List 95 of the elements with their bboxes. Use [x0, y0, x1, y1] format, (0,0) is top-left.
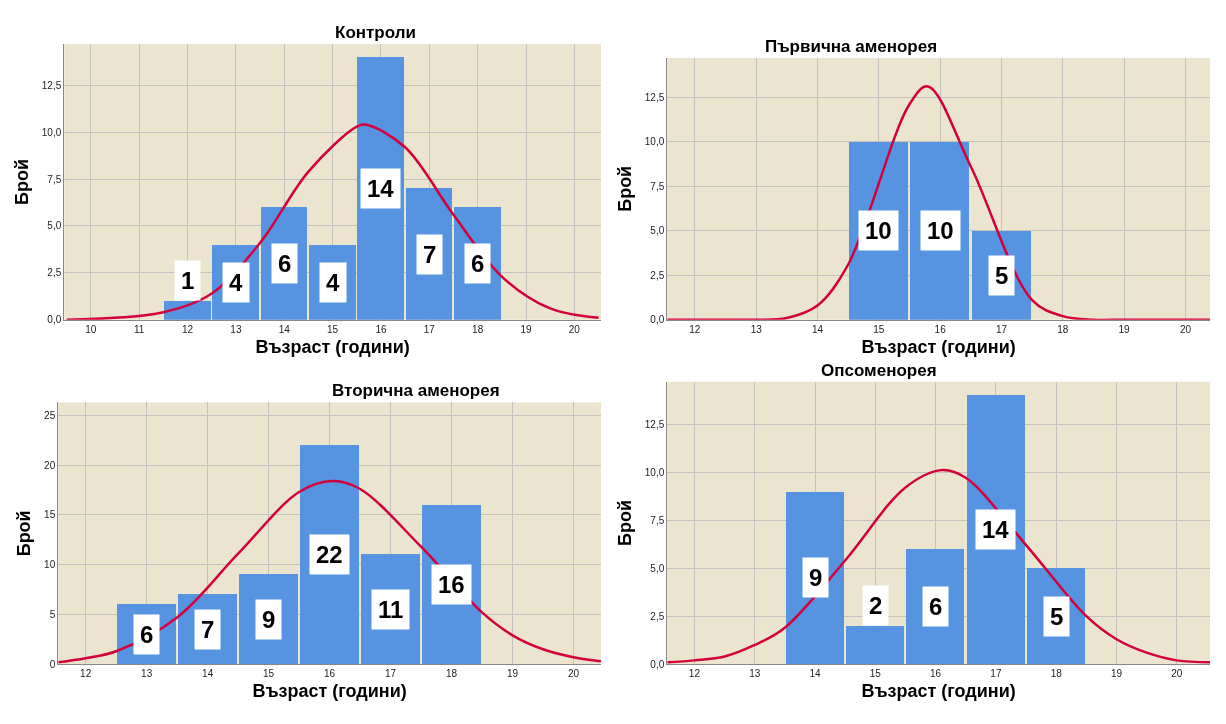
- chart-title: Първична аменорея: [765, 37, 938, 56]
- data-label: 6: [278, 250, 292, 277]
- x-tick-label: 17: [995, 323, 1008, 335]
- y-tick-label: 7,5: [47, 173, 62, 185]
- y-tick-label: 5,0: [47, 220, 62, 232]
- y-tick-label: 0,0: [650, 314, 665, 326]
- x-tick-label: 18: [1057, 323, 1069, 335]
- x-tick-label: 16: [930, 668, 942, 680]
- y-tick-label: 7,5: [650, 514, 665, 526]
- data-label: 10: [927, 217, 954, 244]
- y-tick-label: 2,5: [650, 269, 665, 281]
- y-axis-title: Брой: [615, 499, 635, 546]
- y-tick-label: 12,5: [644, 418, 665, 430]
- chart-title: Вторична аменорея: [332, 381, 500, 400]
- x-tick-label: 15: [263, 668, 275, 680]
- y-tick-label: 2,5: [650, 610, 665, 622]
- x-tick-label: 12: [80, 668, 92, 680]
- data-label: 4: [229, 269, 243, 296]
- y-tick-label: 10,0: [644, 466, 665, 478]
- x-tick-label: 14: [278, 323, 291, 335]
- y-axis-title: Брой: [615, 165, 635, 212]
- x-tick-label: 13: [230, 323, 242, 335]
- x-tick-label: 15: [327, 323, 339, 335]
- y-axis-title: Брой: [14, 510, 35, 557]
- x-tick-label: 18: [472, 323, 484, 335]
- y-tick-label: 20: [44, 459, 56, 471]
- data-label: 9: [809, 564, 823, 591]
- y-tick-label: 10: [44, 559, 56, 571]
- data-label: 2: [869, 592, 883, 619]
- data-label: 10: [865, 217, 892, 244]
- x-tick-label: 13: [141, 668, 153, 680]
- y-tick-label: 0,0: [47, 314, 62, 326]
- x-tick-label: 15: [873, 323, 885, 335]
- y-tick-label: 2,5: [47, 267, 62, 279]
- data-label: 14: [367, 175, 395, 202]
- data-label: 5: [995, 262, 1009, 289]
- x-tick-label: 18: [1050, 668, 1063, 680]
- y-tick-label: 7,5: [650, 180, 665, 192]
- y-tick-label: 10,0: [644, 136, 665, 148]
- data-label: 6: [929, 593, 943, 620]
- data-label: 22: [316, 541, 343, 568]
- x-tick-label: 19: [520, 323, 532, 335]
- data-label: 1: [181, 267, 195, 294]
- x-tick-label: 12: [688, 668, 701, 680]
- y-tick-label: 5,0: [650, 225, 665, 237]
- data-label: 9: [262, 606, 276, 633]
- x-tick-label: 12: [182, 323, 194, 335]
- x-tick-label: 13: [749, 668, 761, 680]
- data-label: 5: [1050, 603, 1064, 630]
- y-tick-label: 5: [49, 608, 56, 620]
- x-tick-label: 10: [85, 323, 97, 335]
- data-label: 4: [326, 269, 340, 296]
- x-tick-label: 12: [689, 323, 701, 335]
- x-tick-label: 17: [385, 668, 397, 680]
- x-tick-label: 11: [134, 323, 145, 335]
- x-tick-label: 18: [445, 668, 458, 680]
- x-tick-label: 17: [990, 668, 1002, 680]
- chart-title: Контроли: [335, 23, 416, 42]
- y-tick-label: 25: [44, 409, 56, 421]
- x-axis-title: Възраст (години): [861, 681, 1016, 702]
- data-label: 6: [471, 250, 485, 277]
- y-tick-label: 15: [44, 509, 56, 521]
- data-label: 6: [140, 621, 154, 648]
- y-tick-label: 5,0: [650, 562, 665, 574]
- y-tick-label: 10,0: [41, 126, 62, 138]
- y-tick-label: 0,0: [650, 658, 665, 670]
- x-tick-label: 14: [202, 668, 214, 680]
- x-tick-label: 16: [324, 668, 336, 680]
- x-tick-label: 19: [1118, 323, 1131, 335]
- data-label: 11: [378, 596, 404, 623]
- x-tick-label: 14: [809, 668, 821, 680]
- x-tick-label: 17: [423, 323, 436, 335]
- data-label: 7: [423, 241, 437, 268]
- x-tick-label: 16: [375, 323, 387, 335]
- x-tick-label: 13: [750, 323, 763, 335]
- x-tick-label: 16: [934, 323, 947, 335]
- x-tick-label: 15: [869, 668, 882, 680]
- x-tick-label: 20: [1171, 668, 1183, 680]
- y-axis-title: Брой: [12, 158, 32, 205]
- x-axis-title: Възраст (години): [252, 681, 407, 702]
- x-tick-label: 20: [1179, 323, 1192, 335]
- data-label: 7: [201, 616, 215, 643]
- x-tick-label: 20: [567, 668, 580, 680]
- x-tick-label: 19: [506, 668, 519, 680]
- chart-title: Опсоменорея: [821, 361, 937, 380]
- x-tick-label: 19: [1110, 668, 1123, 680]
- data-label: 14: [982, 516, 1010, 543]
- y-tick-label: 0: [49, 658, 56, 670]
- x-tick-label: 20: [568, 323, 581, 335]
- x-axis-title: Възраст (години): [861, 336, 1016, 357]
- x-tick-label: 14: [811, 323, 824, 335]
- x-axis-title: Възраст (години): [255, 336, 410, 357]
- y-tick-label: 12,5: [644, 91, 665, 103]
- y-tick-label: 12,5: [41, 79, 62, 91]
- data-label: 16: [438, 571, 465, 598]
